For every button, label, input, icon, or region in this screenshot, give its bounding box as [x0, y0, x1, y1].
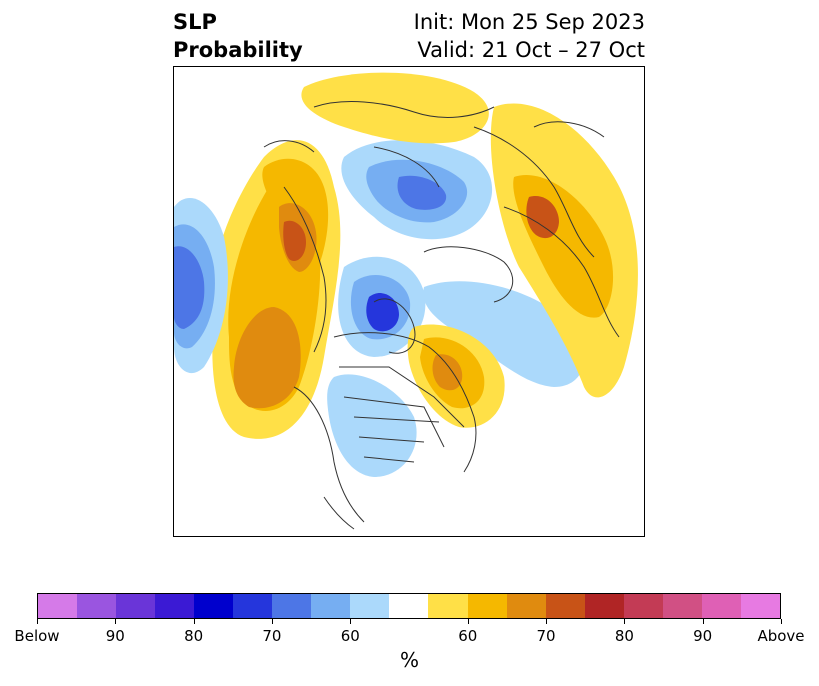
colorbar-tick-mark [702, 619, 704, 624]
colorbar-segment [584, 594, 624, 618]
colorbar-segment [116, 594, 156, 618]
colorbar-tick-mark [193, 619, 195, 624]
valid-period: Valid: 21 Oct – 27 Oct [417, 38, 645, 62]
colorbar-tick-label: 90 [693, 627, 713, 645]
colorbar-tick-label: Below [14, 627, 60, 645]
colorbar-segment [311, 594, 351, 618]
colorbar-segment [389, 594, 429, 618]
colorbar-tick-mark [467, 619, 469, 624]
colorbar-segment [194, 594, 234, 618]
colorbar-segment [77, 594, 117, 618]
colorbar-segment [467, 594, 507, 618]
colorbar-segment [350, 594, 390, 618]
init-date: Init: Mon 25 Sep 2023 [413, 10, 645, 34]
title-metric: Probability [173, 38, 303, 62]
colorbar-segment [623, 594, 663, 618]
colorbar-segment [545, 594, 585, 618]
colorbar-segment [38, 594, 78, 618]
colorbar-tick-mark [350, 619, 352, 624]
colorbar-tick-label: 80 [614, 627, 634, 645]
colorbar-tick-label: Above [757, 627, 805, 645]
map-title: SLP Probability [173, 8, 303, 64]
colorbar-segment [233, 594, 273, 618]
map-subtitle: Init: Mon 25 Sep 2023 Valid: 21 Oct – 27… [414, 8, 645, 64]
title-variable: SLP [173, 10, 217, 34]
colorbar-tick-mark [624, 619, 626, 624]
arctic-below-anomaly [338, 140, 585, 387]
colorbar-tick-label: 60 [458, 627, 478, 645]
colorbar-unit-label: % [399, 648, 419, 672]
colorbar-segment [506, 594, 546, 618]
probability-map [173, 66, 645, 537]
pacific-below-anomaly [174, 198, 228, 374]
colorbar-tick-mark [271, 619, 273, 624]
colorbar-segment [701, 594, 741, 618]
colorbar-tick-label: 70 [262, 627, 282, 645]
north-america-below-anomaly [327, 374, 417, 477]
colorbar-tick-mark [115, 619, 117, 624]
colorbar-segment [272, 594, 312, 618]
colorbar-tick-mark [546, 619, 548, 624]
coastlines [263, 101, 620, 530]
colorbar-tick-label: 90 [105, 627, 125, 645]
eurasia-above-anomaly [301, 72, 638, 428]
pacific-above-anomaly [212, 140, 341, 439]
map-canvas [174, 72, 638, 530]
colorbar-tick-label: 70 [536, 627, 556, 645]
colorbar-tick-mark [781, 619, 782, 624]
colorbar-segment [155, 594, 195, 618]
colorbar [37, 593, 781, 619]
colorbar-tick-label: 80 [184, 627, 204, 645]
colorbar-tick-mark [37, 619, 38, 624]
colorbar-segment [740, 594, 780, 618]
colorbar-segment [428, 594, 468, 618]
colorbar-segment [662, 594, 702, 618]
colorbar-tick-label: 60 [340, 627, 360, 645]
